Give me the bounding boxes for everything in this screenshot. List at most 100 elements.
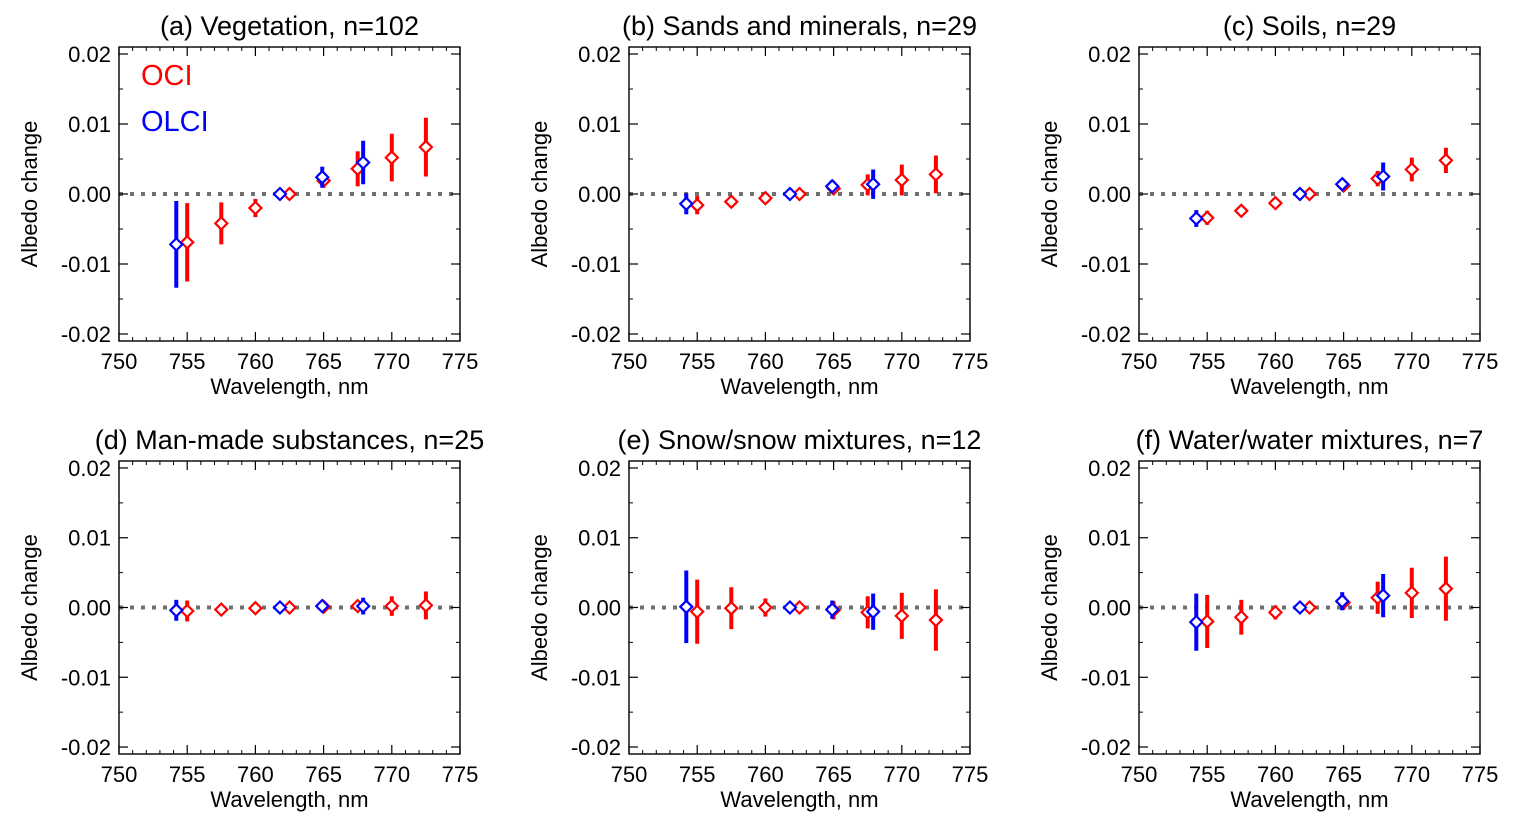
y-tick-label: -0.02 [1081,322,1131,347]
y-tick-label: 0.02 [68,456,111,481]
x-tick-label: 750 [1121,762,1158,787]
chart-panel-1: (a) Vegetation, n=102 750 755 760 765 770 775 -… [17,11,478,399]
oci-data-point [1267,604,1283,620]
olci-data-point [314,598,330,614]
y-tick-label: -0.02 [1081,735,1131,760]
y-tick-label: 0.01 [578,112,621,137]
olci-data-point [865,176,881,192]
x-tick-label: 765 [1325,762,1362,787]
y-tick-label: 0.00 [68,182,111,207]
oci-data-point [894,172,910,188]
y-tick-label: -0.02 [571,735,621,760]
olci-data-point [168,236,184,252]
oci-data-point [418,139,434,155]
y-tick-label: -0.01 [571,665,621,690]
legend-entry-olci: OLCI [141,106,209,138]
x-tick-label: 775 [1462,762,1499,787]
chart-panel-4: (d) Man-made substances, n=25 750 755 760 76… [17,425,484,812]
olci-data-point [865,604,881,620]
oci-data-point [1404,585,1420,601]
plot-frame [628,46,971,342]
x-axis-label: Wavelength, nm [1230,374,1388,399]
oci-data-point [384,150,400,166]
oci-data-point [928,612,944,628]
oci-data-point [247,200,263,216]
oci-data-point [723,600,739,616]
olci-data-point [355,154,371,171]
y-axis-label: Albedo change [527,121,552,268]
x-tick-label: 760 [1257,349,1294,374]
oci-data-point [928,166,944,182]
x-tick-label: 765 [305,349,342,374]
olci-data-point [355,598,371,614]
x-tick-label: 770 [373,349,410,374]
oci-data-point [1438,152,1454,168]
x-tick-label: 755 [679,762,716,787]
y-tick-label: 0.00 [68,596,111,621]
oci-data-point [723,194,739,210]
x-tick-label: 770 [1393,349,1430,374]
olci-data-point [272,186,288,202]
y-tick-label: 0.01 [578,526,621,551]
olci-data-point [1375,168,1391,185]
y-tick-label: -0.01 [61,665,111,690]
x-axis-label: Wavelength, nm [210,787,368,812]
x-tick-label: 770 [373,762,410,787]
x-tick-label: 760 [747,349,784,374]
x-axis-label: Wavelength, nm [1230,787,1388,812]
y-tick-label: -0.02 [61,322,111,347]
oci-data-point [1438,581,1454,597]
x-tick-label: 755 [169,762,206,787]
x-tick-label: 765 [305,762,342,787]
x-tick-label: 760 [237,762,274,787]
y-tick-label: -0.01 [1081,252,1131,277]
plot-frame [628,460,971,755]
y-tick-label: 0.00 [578,596,621,621]
olci-data-point [824,602,840,618]
chart-panel-3: (c) Soils, n=29 750 755 760 765 770 775 -0.02 -0… [1037,11,1498,399]
y-tick-label: 0.00 [1088,182,1131,207]
chart-panel-5: (e) Snow/snow mixtures, n=12 750 755 760 765… [527,425,988,812]
y-axis-label: Albedo change [17,534,42,681]
y-axis-label: Albedo change [527,534,552,681]
olci-data-point [1292,186,1308,202]
oci-data-point [1233,203,1249,219]
x-tick-label: 775 [952,349,989,374]
oci-data-point [213,215,229,231]
plot-frame [118,46,461,342]
oci-data-point [1404,161,1420,178]
y-axis-label: Albedo change [1037,121,1062,268]
y-axis-label: Albedo change [1037,534,1062,681]
y-tick-label: 0.02 [578,456,621,481]
oci-data-point [384,598,400,614]
x-tick-label: 755 [169,349,206,374]
oci-data-point [1199,210,1215,226]
chart-title: (d) Man-made substances, n=25 [95,425,484,455]
oci-data-point [894,608,910,624]
x-tick-label: 770 [883,349,920,374]
x-tick-label: 770 [883,762,920,787]
olci-data-point [1334,593,1350,609]
x-tick-label: 760 [1257,762,1294,787]
x-tick-label: 750 [101,762,138,787]
x-tick-label: 760 [747,762,784,787]
y-tick-label: -0.02 [61,735,111,760]
y-tick-label: 0.01 [68,112,111,137]
y-tick-label: 0.01 [68,526,111,551]
olci-data-point [1292,599,1308,616]
chart-title: (c) Soils, n=29 [1223,11,1396,41]
y-tick-label: 0.01 [1088,112,1131,137]
y-tick-label: 0.02 [68,42,111,67]
x-tick-label: 750 [1121,349,1158,374]
y-tick-label: -0.01 [1081,665,1131,690]
oci-data-point [213,602,229,618]
plot-frame [1138,46,1481,342]
oci-data-point [1233,609,1249,625]
y-tick-label: 0.02 [1088,456,1131,481]
olci-data-point [678,599,694,615]
chart-panel-2: (b) Sands and minerals, n=29 750 755 760 765… [527,11,988,399]
plot-frame [118,460,461,755]
x-tick-label: 755 [1189,349,1226,374]
olci-data-point [1188,210,1204,227]
